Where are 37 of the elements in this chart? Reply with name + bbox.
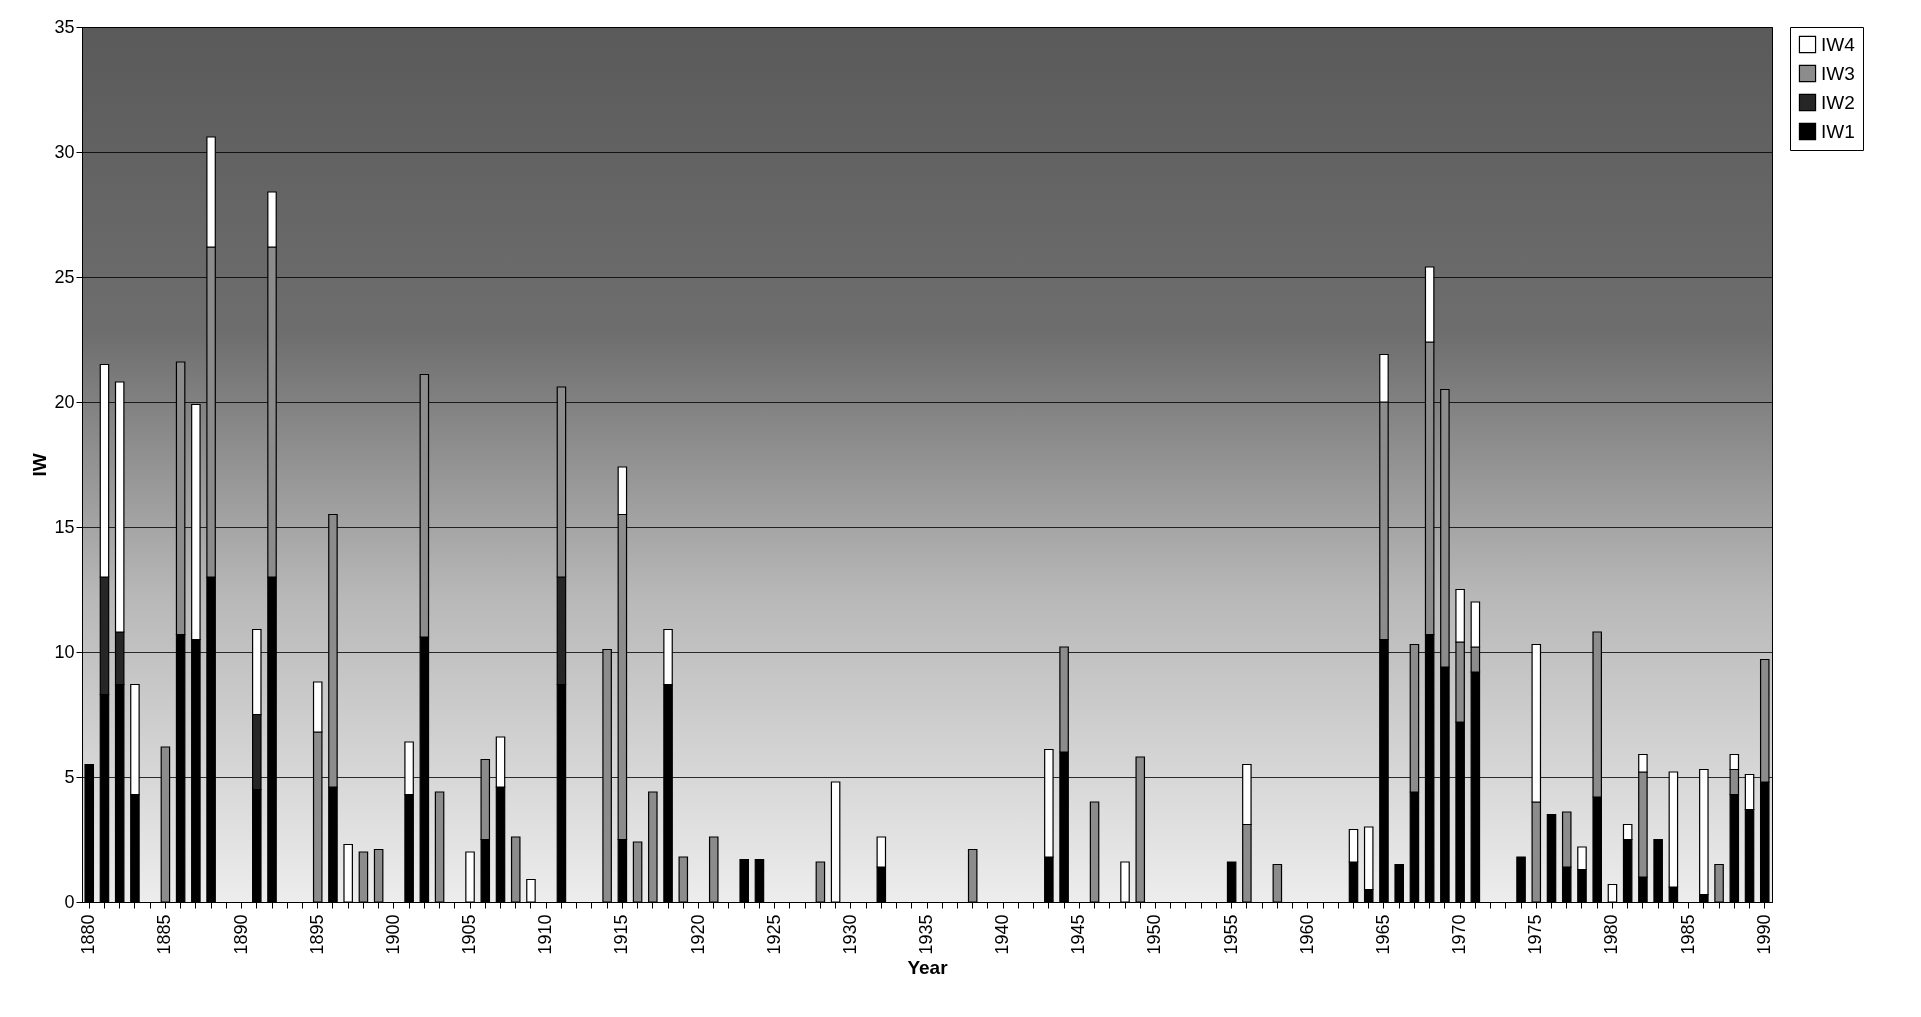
- x-axis-title: Year: [907, 956, 949, 978]
- x-tick-label: 1930: [839, 914, 860, 955]
- y-tick-label: 5: [64, 766, 75, 787]
- x-tick-label: 1895: [306, 914, 327, 955]
- x-tick-label: 1925: [763, 914, 784, 955]
- x-tick-label: 1945: [1068, 914, 1089, 955]
- x-tick-label: 1970: [1449, 914, 1470, 955]
- x-tick-label: 1960: [1296, 914, 1317, 955]
- x-tick-label: 1980: [1601, 914, 1622, 955]
- x-tick-label: 1950: [1144, 914, 1165, 955]
- y-tick-label: 10: [54, 641, 75, 662]
- legend-label: IW3: [1821, 62, 1855, 84]
- y-tick-label: 20: [54, 391, 75, 412]
- y-tick-label: 25: [54, 266, 75, 287]
- x-tick-label: 1885: [154, 914, 175, 955]
- x-tick-label: 1880: [78, 914, 99, 955]
- x-tick-label: 1965: [1372, 914, 1393, 955]
- x-tick-label: 1900: [382, 914, 403, 955]
- y-tick-label: 0: [64, 891, 75, 912]
- legend-label: IW1: [1821, 120, 1855, 142]
- legend-label: IW2: [1821, 91, 1855, 113]
- x-tick-label: 1990: [1753, 914, 1774, 955]
- legend-label: IW4: [1821, 33, 1856, 55]
- x-tick-label: 1955: [1220, 914, 1241, 955]
- x-tick-label: 1905: [459, 914, 480, 955]
- x-tick-label: 1920: [687, 914, 708, 955]
- x-tick-label: 1890: [230, 914, 251, 955]
- x-tick-label: 1975: [1525, 914, 1546, 955]
- x-tick-label: 1985: [1677, 914, 1698, 955]
- y-tick-label: 15: [54, 516, 75, 537]
- y-tick-label: 35: [54, 16, 75, 37]
- x-tick-label: 1915: [611, 914, 632, 955]
- x-tick-label: 1935: [916, 914, 936, 955]
- x-tick-label: 1910: [535, 914, 556, 955]
- y-tick-label: 30: [54, 141, 75, 162]
- x-tick-label: 1940: [992, 914, 1013, 955]
- y-axis-title: IW: [29, 453, 51, 477]
